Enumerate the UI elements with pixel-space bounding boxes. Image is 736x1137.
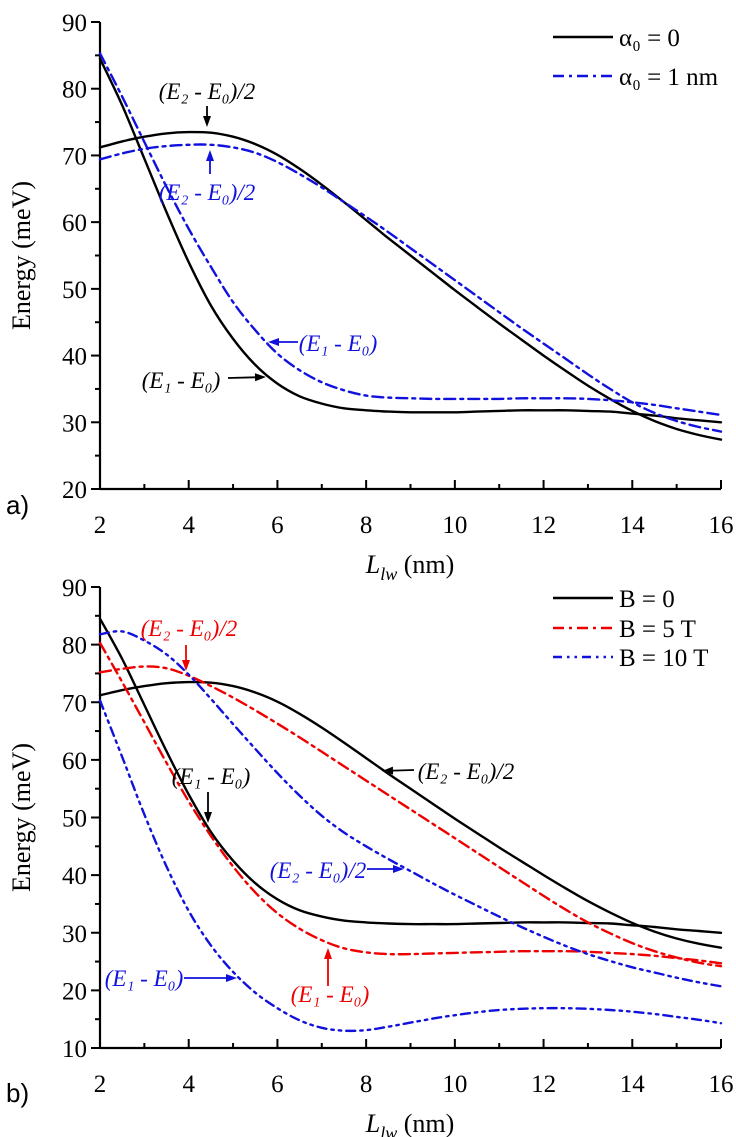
panel-b: 10 20 30 40 50 60 70 80 90 2 4 6 8 10 12 14 16 Energy (me… — [6, 575, 734, 1137]
x-tick-label: 10 — [442, 1071, 467, 1098]
annotation-arrow — [367, 865, 404, 873]
x-tick-label: 14 — [620, 1071, 646, 1098]
annotation-arrow — [203, 106, 211, 127]
annotation-arrow — [268, 338, 298, 346]
curve--e2-e0-2-alpha0-1-nm — [98, 143, 723, 433]
x-tick-label: 4 — [182, 1071, 195, 1098]
annotation-label: (E₂ - E₀)/2 — [418, 759, 514, 784]
arrow-head — [268, 338, 279, 346]
annotation-arrow — [204, 792, 212, 823]
curve--e1-e0-b-10-t — [98, 699, 723, 1033]
annotation-label: (E₂ - E₀)/2 — [141, 616, 237, 641]
legend-label: α₀ = 0 — [619, 25, 680, 52]
y-tick-label: 50 — [62, 277, 87, 304]
annotation-arrow — [227, 373, 266, 382]
y-tick-label: 10 — [62, 1036, 87, 1063]
annotation-label: (E₁ - E₀) — [172, 764, 251, 789]
legend: B = 0 B = 5 TB = 10 T — [553, 586, 708, 672]
arrow-head — [393, 865, 404, 873]
annotation-arrow — [184, 974, 237, 982]
y-tick-label: 20 — [62, 477, 87, 504]
y-tick-label: 70 — [62, 690, 87, 717]
x-tick-label: 8 — [360, 1071, 373, 1098]
legend-label: B = 10 T — [619, 645, 708, 672]
curve--e2-e0-2-alpha0-0 — [98, 130, 723, 441]
x-tick-label: 10 — [442, 512, 467, 539]
curve--e1-e0-alpha0-0 — [98, 57, 723, 424]
legend: α₀ = 0 α₀ = 1 nm — [553, 25, 719, 91]
y-tick-label: 80 — [62, 633, 87, 660]
x-tick-label: 12 — [531, 512, 556, 539]
y-axis-title: Energy (meV) — [7, 181, 36, 330]
x-axis-title: Llw (nm) — [365, 550, 455, 584]
arrow-head — [324, 948, 332, 959]
y-tick-label: 80 — [62, 77, 87, 104]
arrow-head — [182, 660, 190, 671]
y-tick-label: 70 — [62, 143, 87, 170]
annotation-label: (E₂ - E₀)/2 — [159, 79, 255, 104]
annotation-label: (E₂ - E₀)/2 — [159, 180, 255, 205]
arrow-head — [206, 150, 214, 161]
legend-label: B = 5 T — [619, 616, 696, 643]
y-tick-label: 30 — [62, 410, 87, 437]
curve--e2-e0-2-b-10-t — [98, 629, 723, 988]
arrow-head — [254, 373, 266, 382]
annotation-arrow — [206, 150, 214, 174]
curve--e1-e0-b-0 — [98, 617, 723, 934]
panel-letter: b) — [6, 1078, 29, 1108]
x-tick-label: 4 — [182, 512, 195, 539]
x-tick-label: 16 — [709, 1071, 734, 1098]
annotation-label: (E₁ - E₀) — [142, 368, 221, 393]
legend-label: α₀ = 1 nm — [619, 64, 719, 91]
arrow-head — [204, 812, 212, 823]
x-tick-label: 14 — [620, 512, 646, 539]
x-tick-label: 2 — [94, 512, 107, 539]
panel-a: 20 30 40 50 60 70 80 90 2 4 6 8 10 12 14 16 Energy (meV)… — [6, 10, 734, 584]
arrow-shaft — [227, 376, 256, 379]
y-tick-label: 20 — [62, 978, 87, 1005]
x-axis-title: Llw (nm) — [365, 1109, 455, 1137]
x-tick-label: 2 — [94, 1071, 107, 1098]
arrow-head — [382, 766, 394, 775]
annotation-label: (E₁ - E₀) — [299, 331, 378, 356]
legend-label: B = 0 — [619, 586, 675, 613]
x-tick-label: 8 — [360, 512, 373, 539]
ticks — [91, 21, 722, 490]
arrow-head — [203, 116, 211, 127]
y-tick-label: 60 — [62, 748, 87, 775]
x-tick-label: 12 — [531, 1071, 556, 1098]
curve--e2-e0-2-b-5-t — [98, 665, 723, 968]
arrow-head — [226, 974, 237, 982]
y-tick-label: 90 — [62, 10, 87, 37]
panel-letter: a) — [6, 490, 29, 520]
arrow-shaft — [392, 769, 415, 772]
y-tick-label: 90 — [62, 575, 87, 602]
annotation-label: (E₁ - E₀) — [291, 982, 370, 1007]
annotation-arrow — [382, 766, 415, 775]
y-tick-label: 50 — [62, 806, 87, 833]
x-tick-label: 6 — [271, 1071, 284, 1098]
x-tick-label: 16 — [709, 512, 734, 539]
y-tick-label: 30 — [62, 921, 87, 948]
annotation-label: (E₂ - E₀)/2 — [270, 858, 366, 883]
y-tick-label: 60 — [62, 210, 87, 237]
ticks — [91, 586, 722, 1049]
annotation-arrow — [324, 948, 332, 986]
curve--e2-e0-2-b-0 — [98, 680, 723, 949]
y-tick-label: 40 — [62, 344, 87, 371]
curve--e1-e0-b-5-t — [98, 641, 723, 965]
y-tick-label: 40 — [62, 863, 87, 890]
annotation-arrow — [182, 645, 190, 671]
annotation-label: (E₁ - E₀) — [105, 966, 184, 991]
curve--e1-e0-alpha0-1-nm — [98, 52, 723, 417]
y-axis-title: Energy (meV) — [7, 743, 36, 892]
x-tick-label: 6 — [271, 512, 284, 539]
